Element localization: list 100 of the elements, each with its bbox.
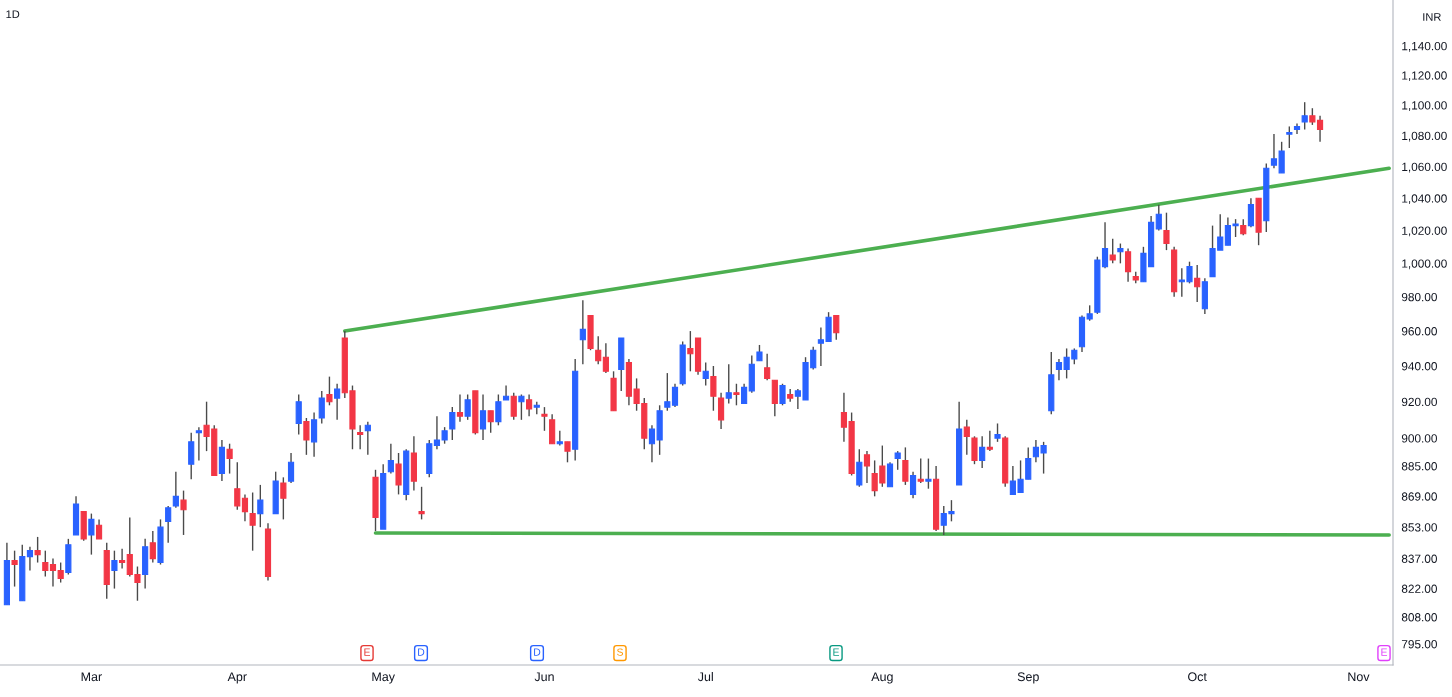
candlestick — [88, 512, 95, 556]
candlestick — [579, 299, 586, 365]
candlestick — [195, 426, 202, 462]
candlestick — [241, 493, 249, 523]
candlestick — [741, 383, 748, 405]
candlestick — [971, 435, 978, 465]
candlestick — [787, 388, 794, 403]
candlestick — [280, 476, 287, 521]
candlestick — [418, 486, 425, 521]
candlestick — [180, 489, 187, 536]
y-tick-label: 1,140.00 — [1402, 41, 1447, 52]
x-tick-label: Aug — [871, 672, 893, 684]
candlestick — [917, 457, 924, 484]
candlestick — [856, 448, 863, 488]
candlestick — [456, 393, 464, 423]
x-tick-label: Apr — [227, 672, 247, 684]
candlestick — [249, 491, 256, 552]
candlestick — [771, 379, 778, 417]
candlestick — [764, 353, 771, 381]
candlestick — [541, 406, 548, 432]
candlestick — [1247, 197, 1255, 228]
candlestick — [449, 406, 456, 441]
candlestick — [26, 546, 34, 572]
candlestick — [42, 549, 49, 578]
candlestick — [986, 430, 993, 452]
candlestick — [526, 393, 533, 417]
candlestick — [894, 450, 901, 471]
x-tick-label: Mar — [81, 672, 102, 682]
y-tick-label: 795.00 — [1401, 640, 1437, 649]
y-tick-label: 940.00 — [1401, 362, 1437, 371]
candlestick — [303, 417, 310, 456]
candlestick — [226, 443, 233, 475]
candlestick — [1117, 242, 1124, 265]
candlestick — [902, 446, 909, 486]
candlestick — [549, 413, 556, 445]
candlestick — [1155, 203, 1162, 232]
candlestick — [172, 470, 179, 509]
annotation: D — [534, 648, 541, 656]
y-tick-label: 980.00 — [1401, 292, 1437, 302]
candlestick — [717, 392, 725, 430]
candlestick — [994, 422, 1001, 443]
x-tick-label: Nov — [1348, 672, 1370, 682]
x-tick-label: Oct — [1188, 672, 1207, 682]
candlestick — [556, 430, 563, 447]
candlestick — [119, 547, 126, 570]
x-tick-label: May — [372, 672, 395, 684]
candlestick — [318, 390, 325, 425]
candlestick — [779, 383, 786, 406]
candlestick — [387, 443, 394, 475]
candlestick — [502, 384, 510, 401]
candlestick — [564, 441, 571, 463]
candlestick — [733, 383, 740, 406]
y-tick-label: 960.00 — [1401, 327, 1437, 336]
y-tick-label: 1,120.00 — [1402, 71, 1447, 82]
candlestick — [495, 393, 502, 427]
candlestick — [1286, 125, 1293, 149]
candlestick — [595, 335, 602, 365]
candlestick — [11, 549, 18, 588]
candlestick — [710, 365, 717, 412]
candlestick — [95, 518, 103, 540]
candlestick — [602, 342, 609, 374]
candlestick — [464, 393, 471, 421]
x-tick-label: Jun — [534, 672, 554, 682]
candlestick — [234, 461, 241, 511]
y-tick-label: 808.00 — [1401, 613, 1437, 622]
y-tick-label: 885.00 — [1401, 462, 1437, 471]
candlestick — [1293, 122, 1301, 135]
candlestick — [1124, 247, 1132, 283]
candlestick — [725, 363, 732, 405]
y-tick-label: 1,000.00 — [1402, 259, 1447, 270]
candlestick — [287, 452, 295, 484]
y-axis-title: INR — [1423, 13, 1441, 21]
candlestick — [357, 424, 364, 450]
candlestick — [188, 431, 195, 480]
y-tick-label: 837.00 — [1401, 554, 1437, 563]
candlestick — [479, 393, 487, 441]
candlestick — [979, 435, 986, 469]
candlestick — [111, 549, 118, 590]
candlestick — [886, 461, 894, 488]
y-tick-label: 822.00 — [1401, 584, 1437, 593]
y-tick-label: 1,040.00 — [1402, 194, 1447, 205]
candlestick — [487, 410, 494, 434]
candlestick — [326, 375, 333, 406]
y-tick-label: 1,020.00 — [1402, 226, 1447, 237]
y-tick-label: 920.00 — [1401, 397, 1437, 407]
y-tick-label: 1,100.00 — [1402, 101, 1447, 111]
candlestick — [863, 450, 871, 484]
annotation: D — [418, 648, 425, 656]
candlestick — [702, 361, 709, 387]
annotation: E — [364, 648, 371, 656]
candlestick — [1194, 264, 1201, 303]
candlestick — [518, 393, 525, 421]
text: 1D — [6, 10, 20, 19]
candlestick — [510, 392, 517, 421]
annotation: E — [833, 648, 840, 656]
annotation: E — [1381, 648, 1388, 656]
annotation: S — [617, 648, 623, 656]
candlestick — [1301, 101, 1308, 131]
candlestick — [165, 505, 172, 544]
candlestick — [395, 452, 402, 496]
